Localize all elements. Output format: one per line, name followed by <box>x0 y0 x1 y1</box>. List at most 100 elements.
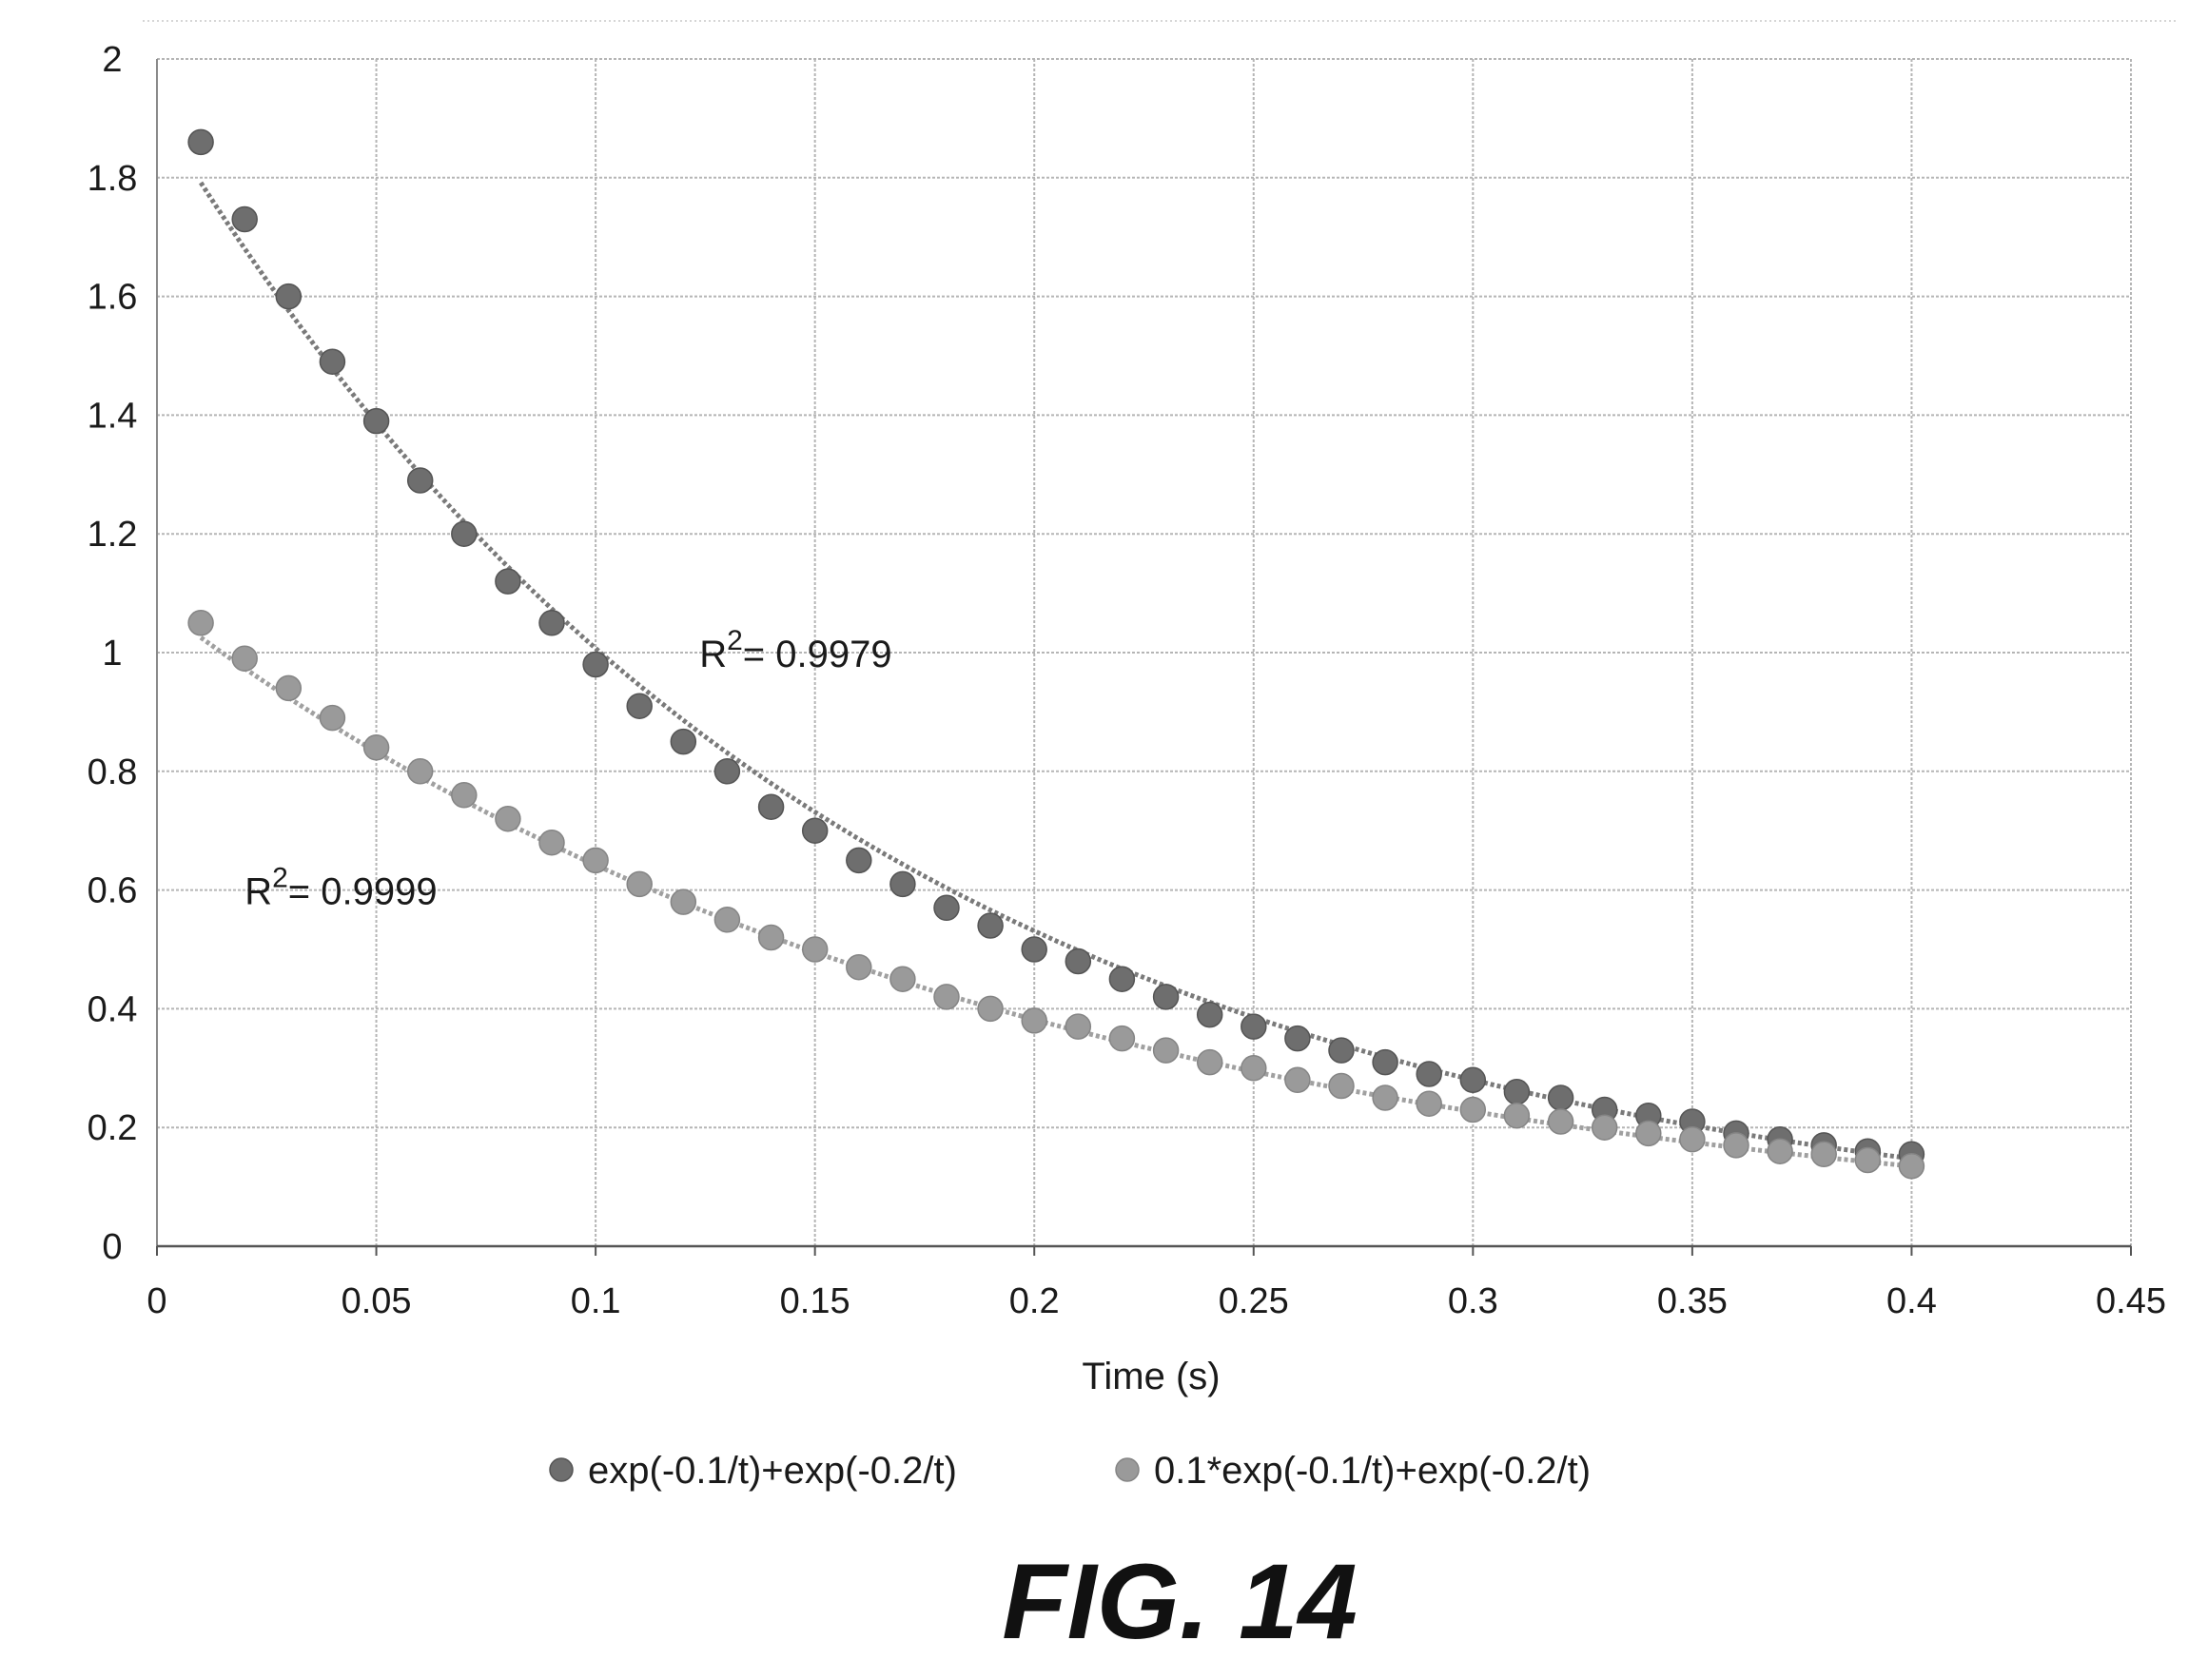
data-point-series-1 <box>187 128 214 156</box>
axes: 0 0.2 0.4 0.6 0.8 1 1.2 1.4 1.6 1.8 2 0 0.05 0.1 0.15 0… <box>88 40 2166 1321</box>
data-point-series-1 <box>1108 966 1136 992</box>
data-point-series-1 <box>1547 1084 1574 1111</box>
data-point-series-2 <box>889 966 916 992</box>
data-point-series-1 <box>451 520 478 547</box>
y-tick-label: 1.2 <box>88 515 138 555</box>
data-point-series-2 <box>1021 1007 1047 1034</box>
data-point-series-1 <box>495 568 521 595</box>
data-point-series-1 <box>275 283 303 310</box>
data-point-series-2 <box>626 870 653 898</box>
data-point-series-2 <box>1767 1138 1793 1164</box>
data-point-series-1 <box>1503 1079 1531 1105</box>
data-point-series-1 <box>406 467 434 494</box>
x-tick-label: 0.45 <box>2096 1281 2166 1321</box>
data-point-series-2 <box>977 995 1004 1023</box>
data-point-series-1 <box>1021 936 1047 963</box>
r2-annotation-series-2: R2= 0.9999 <box>244 863 437 913</box>
data-point-series-2 <box>1152 1037 1180 1064</box>
data-point-series-1 <box>362 407 390 435</box>
data-point-series-2 <box>1898 1153 1925 1180</box>
data-point-series-2 <box>1503 1102 1531 1129</box>
legend-label-series-1: exp(-0.1/t)+exp(-0.2/t) <box>588 1450 957 1492</box>
data-point-series-2 <box>187 610 214 636</box>
data-point-series-2 <box>1635 1120 1662 1147</box>
x-tick-label: 0.1 <box>571 1281 621 1321</box>
x-tick-label: 0.25 <box>1219 1281 1289 1321</box>
y-tick-label: 0 <box>102 1227 122 1267</box>
data-point-series-1 <box>670 728 697 755</box>
data-point-series-2 <box>582 847 609 874</box>
data-point-series-1 <box>1065 947 1092 975</box>
data-point-series-2 <box>846 953 872 981</box>
data-point-series-2 <box>319 704 346 732</box>
trendline-series-1 <box>199 181 1912 1162</box>
data-point-series-2 <box>1416 1090 1442 1117</box>
y-tick-label: 0.4 <box>88 989 138 1029</box>
data-point-series-1 <box>977 912 1004 939</box>
y-tick-label: 1 <box>102 634 122 674</box>
data-point-series-2 <box>275 674 303 702</box>
data-point-series-1 <box>231 205 258 233</box>
data-point-series-2 <box>1108 1025 1136 1052</box>
data-point-series-1 <box>846 847 872 874</box>
data-point-series-2 <box>538 829 565 856</box>
data-point-series-1 <box>626 693 653 719</box>
data-point-series-2 <box>362 734 390 761</box>
data-point-series-2 <box>757 924 785 951</box>
data-point-series-2 <box>1854 1146 1882 1174</box>
data-point-series-2 <box>1810 1141 1837 1168</box>
grid <box>143 20 2179 1246</box>
data-point-series-1 <box>582 651 609 678</box>
data-point-series-1 <box>757 793 785 820</box>
data-point-series-2 <box>713 907 741 933</box>
data-point-series-1 <box>1241 1013 1267 1040</box>
legend-label-series-2: 0.1*exp(-0.1/t)+exp(-0.2/t) <box>1154 1450 1591 1492</box>
x-tick-label: 0.05 <box>342 1281 412 1321</box>
legend-marker-series-1 <box>549 1457 574 1482</box>
y-tick-label: 1.4 <box>88 396 138 436</box>
data-point-series-2 <box>495 805 521 832</box>
y-tick-label: 0.8 <box>88 752 138 792</box>
data-point-series-1 <box>1152 984 1180 1010</box>
y-tick-label: 1.8 <box>88 159 138 199</box>
data-point-series-2 <box>1196 1048 1223 1076</box>
data-point-series-2 <box>1241 1055 1267 1082</box>
trendline-series-2 <box>199 635 1912 1169</box>
y-tick-label: 0.2 <box>88 1108 138 1148</box>
y-tick-label: 1.6 <box>88 278 138 318</box>
x-tick-label: 0 <box>147 1281 166 1321</box>
data-point-series-2 <box>670 889 697 915</box>
data-point-series-1 <box>1284 1025 1311 1052</box>
data-point-series-2 <box>1065 1013 1092 1040</box>
data-point-series-1 <box>1372 1048 1398 1076</box>
data-point-series-1 <box>538 610 565 636</box>
x-axis-title: Time (s) <box>1082 1356 1220 1397</box>
data-points <box>187 128 1925 1180</box>
data-point-series-2 <box>933 984 960 1010</box>
y-tick-label: 2 <box>102 40 122 80</box>
data-point-series-2 <box>801 936 829 963</box>
data-point-series-2 <box>1591 1114 1618 1141</box>
data-point-series-1 <box>319 348 346 375</box>
data-point-series-1 <box>713 758 741 785</box>
x-tick-label: 0.15 <box>780 1281 850 1321</box>
data-point-series-2 <box>1372 1084 1398 1111</box>
data-point-series-1 <box>801 817 829 844</box>
x-tick-label: 0.35 <box>1657 1281 1728 1321</box>
trendlines <box>199 181 1912 1169</box>
data-point-series-1 <box>1459 1066 1487 1094</box>
legend: exp(-0.1/t)+exp(-0.2/t) 0.1*exp(-0.1/t)+e… <box>549 1450 1591 1492</box>
x-tick-label: 0.2 <box>1009 1281 1060 1321</box>
data-point-series-2 <box>1547 1108 1574 1135</box>
data-point-series-2 <box>406 758 434 785</box>
r2-annotation-series-1: R2= 0.9979 <box>699 625 891 675</box>
y-tick-label: 0.6 <box>88 871 138 911</box>
x-tick-label: 0.3 <box>1448 1281 1498 1321</box>
data-point-series-1 <box>1196 1001 1223 1028</box>
data-point-series-2 <box>1284 1066 1311 1094</box>
data-point-series-1 <box>1328 1037 1355 1064</box>
data-point-series-2 <box>1328 1072 1355 1100</box>
data-point-series-1 <box>889 870 916 898</box>
data-point-series-2 <box>1723 1132 1749 1159</box>
data-point-series-1 <box>1416 1061 1442 1087</box>
